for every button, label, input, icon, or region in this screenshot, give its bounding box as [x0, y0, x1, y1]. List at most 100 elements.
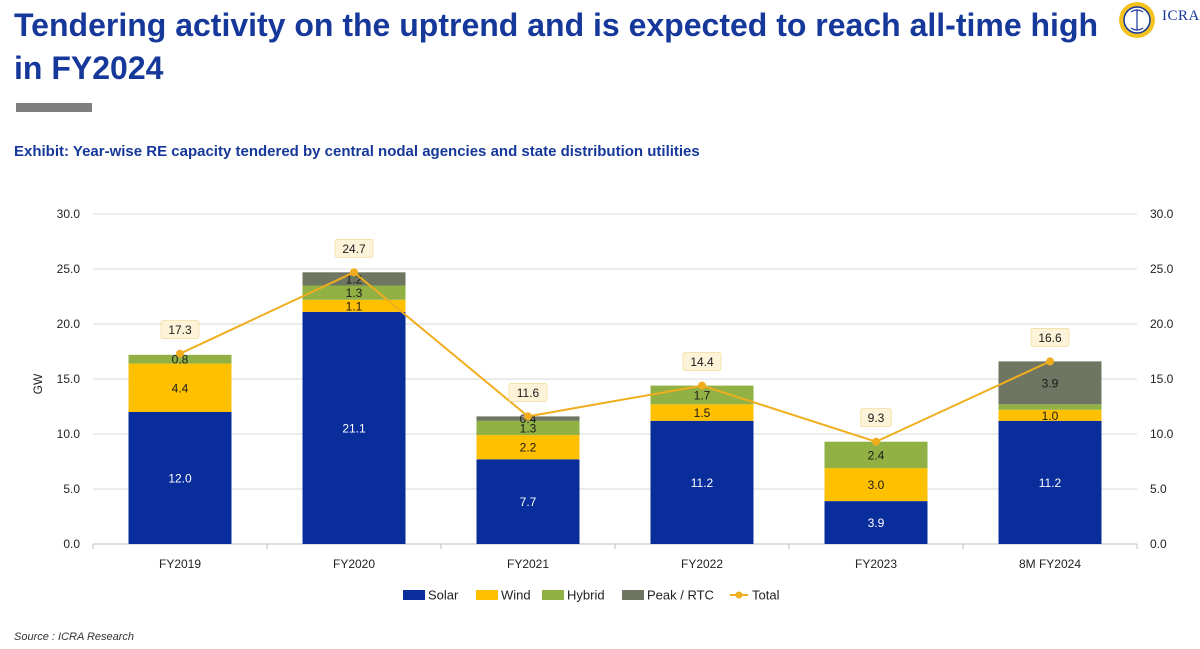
total-label: 16.6 [1038, 331, 1062, 345]
data-label-solar: 11.2 [691, 476, 714, 490]
y-axis-right: 0.0 5.0 10.0 15.0 20.0 25.0 30.0 [1150, 207, 1174, 551]
title-underline [16, 103, 92, 112]
y-tick-label-right: 10.0 [1150, 427, 1174, 441]
legend-label-total: Total [752, 588, 780, 603]
page-title: Tendering activity on the uptrend and is… [14, 7, 1099, 86]
y-tick-label-left: 0.0 [63, 537, 80, 551]
y-axis-label: GW [31, 373, 45, 394]
total-line [179, 271, 1051, 443]
data-label-hybrid: 2.4 [868, 448, 885, 462]
data-label-hybrid: 1.7 [694, 388, 711, 402]
icra-emblem-icon [1119, 2, 1155, 38]
total-label: 17.3 [168, 323, 192, 337]
legend-swatch-peak [622, 590, 644, 600]
bar-solar [302, 311, 406, 544]
total-label-box [1030, 328, 1070, 347]
total-label-box [682, 352, 722, 371]
data-label-wind: 3.0 [868, 478, 885, 492]
data-label-hybrid: 1.3 [346, 286, 363, 300]
total-series: 17.3 24.7 11.6 14.4 9.3 16.6 [160, 238, 1070, 446]
data-label-wind: 1.1 [346, 299, 363, 313]
data-label-solar: 7.7 [520, 495, 537, 509]
data-label-peak: 3.9 [1042, 376, 1059, 390]
total-marker [698, 381, 706, 390]
total-label: 14.4 [690, 355, 714, 369]
data-label-wind: 1.0 [1042, 409, 1059, 423]
x-axis: FY2019 FY2020 FY2021 FY2022 FY2023 8M FY2024 [92, 544, 1138, 571]
x-tick-label: FY2023 [855, 557, 897, 571]
data-label-solar: 11.2 [1039, 476, 1062, 490]
total-label-box [334, 238, 374, 258]
data-label-wind: 1.5 [694, 406, 711, 420]
bar-wind [824, 468, 928, 502]
legend-label-wind: Wind [501, 588, 531, 603]
total-marker [176, 349, 184, 358]
y-axis-left: 0.0 5.0 10.0 15.0 20.0 25.0 30.0 [57, 207, 81, 551]
bars [128, 272, 1102, 544]
legend-marker-total [735, 591, 743, 599]
y-tick-label-right: 20.0 [1150, 317, 1174, 331]
legend-label-hybrid: Hybrid [567, 588, 605, 603]
legend-swatch-solar [403, 590, 425, 600]
bar-solar [998, 420, 1102, 544]
bar-peak [302, 272, 406, 286]
x-tick-label: FY2019 [159, 557, 201, 571]
legend-swatch-wind [476, 590, 498, 600]
bar-hybrid [476, 420, 580, 436]
y-tick-label-left: 15.0 [57, 372, 81, 386]
bar-hybrid [824, 441, 928, 469]
bar-wind [302, 299, 406, 312]
total-label: 9.3 [868, 411, 885, 425]
total-marker [1046, 357, 1054, 366]
total-marker [350, 268, 358, 277]
bar-solar [824, 501, 928, 544]
y-tick-label-right: 25.0 [1150, 262, 1174, 276]
bar-solar [650, 420, 754, 544]
legend-label-solar: Solar [428, 588, 459, 603]
total-label-box [160, 320, 200, 339]
total-label-box [860, 408, 892, 427]
gridlines [93, 213, 1137, 545]
x-tick-label: 8M FY2024 [1019, 557, 1081, 571]
legend-label-peak: Peak / RTC [647, 588, 714, 603]
y-tick-label-right: 0.0 [1150, 537, 1167, 551]
chart: 0.0 5.0 10.0 15.0 20.0 25.0 30.0 0.0 5.0 10.0 15.… [31, 207, 1174, 603]
y-tick-label-left: 20.0 [57, 317, 81, 331]
x-tick-label: FY2022 [681, 557, 723, 571]
bar-hybrid [998, 404, 1102, 410]
bar-wind [128, 363, 232, 412]
bar-wind [998, 409, 1102, 421]
data-label-solar: 21.1 [342, 421, 366, 435]
y-tick-label-left: 30.0 [57, 207, 81, 221]
y-tick-label-left: 25.0 [57, 262, 81, 276]
data-label-hybrid: 0.8 [172, 353, 189, 367]
y-tick-label-left: 5.0 [63, 482, 80, 496]
y-tick-label-right: 15.0 [1150, 372, 1174, 386]
y-tick-label-right: 5.0 [1150, 482, 1167, 496]
bar-solar [476, 459, 580, 544]
data-label-wind: 4.4 [172, 381, 189, 395]
exhibit-title: Exhibit: Year-wise RE capacity tendered … [14, 143, 700, 160]
logo-text: ICRA [1162, 8, 1200, 24]
total-marker [872, 437, 880, 446]
data-label-solar: 3.9 [868, 516, 885, 530]
total-label: 11.6 [517, 386, 540, 400]
total-marker [524, 412, 532, 421]
x-tick-label: FY2020 [333, 557, 375, 571]
segment-labels: 12.04.40.821.11.11.31.27.72.21.30.411.21… [168, 272, 1061, 530]
y-tick-label-right: 30.0 [1150, 207, 1174, 221]
bar-hybrid [128, 354, 232, 364]
legend-swatch-hybrid [542, 590, 564, 600]
data-label-wind: 2.2 [520, 441, 537, 455]
bar-wind [650, 404, 754, 421]
legend: Solar Wind Hybrid Peak / RTC Total [403, 588, 780, 603]
x-tick-label: FY2021 [507, 557, 549, 571]
bar-wind [476, 435, 580, 460]
bar-solar [128, 412, 232, 544]
data-label-solar: 12.0 [168, 472, 192, 486]
total-label-box [508, 383, 548, 402]
bar-hybrid [302, 285, 406, 300]
data-label-hybrid: 1.3 [520, 421, 537, 435]
icra-logo [1115, 0, 1200, 42]
bar-peak [998, 361, 1102, 405]
